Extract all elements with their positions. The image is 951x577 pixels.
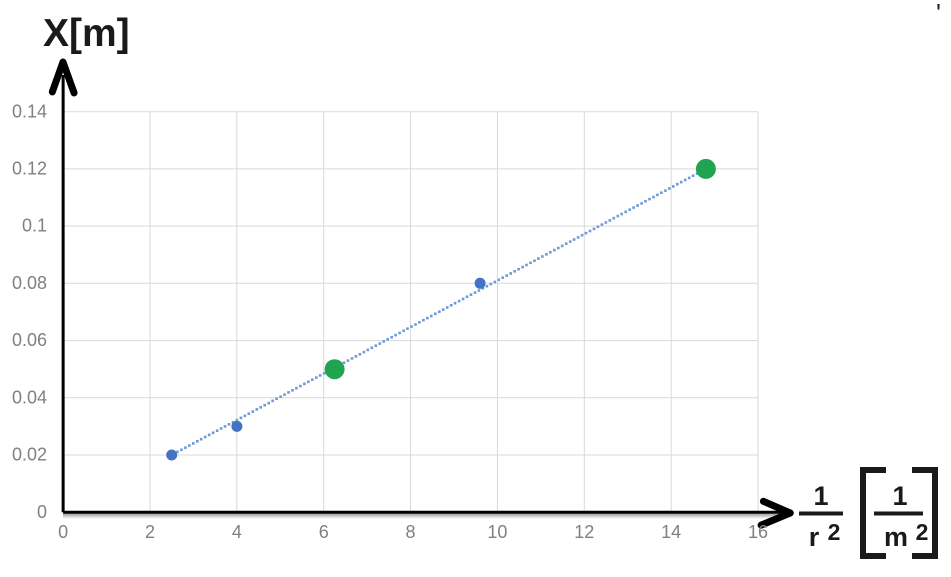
svg-text:14: 14 [661, 522, 681, 542]
svg-text:m: m [884, 522, 908, 552]
svg-text:0.06: 0.06 [12, 330, 47, 350]
svg-text:0.1: 0.1 [22, 216, 47, 236]
svg-text:2: 2 [916, 519, 929, 545]
svg-text:r: r [809, 522, 820, 552]
svg-text:0.14: 0.14 [12, 101, 47, 121]
svg-text:10: 10 [487, 522, 507, 542]
svg-text:2: 2 [828, 519, 841, 545]
svg-text:0.02: 0.02 [12, 445, 47, 465]
svg-text:16: 16 [748, 522, 768, 542]
svg-text:12: 12 [574, 522, 594, 542]
svg-text:0.04: 0.04 [12, 387, 47, 407]
svg-text:0: 0 [37, 502, 47, 522]
svg-text:6: 6 [319, 522, 329, 542]
svg-text:0: 0 [58, 522, 68, 542]
svg-text:': ' [936, 0, 941, 28]
svg-text:4: 4 [232, 522, 242, 542]
svg-text:0.12: 0.12 [12, 159, 47, 179]
svg-text:1: 1 [892, 481, 907, 511]
svg-text:1: 1 [813, 481, 828, 511]
svg-text:0.08: 0.08 [12, 273, 47, 293]
svg-text:8: 8 [406, 522, 416, 542]
svg-text:X[m]: X[m] [43, 12, 130, 55]
svg-text:2: 2 [145, 522, 155, 542]
